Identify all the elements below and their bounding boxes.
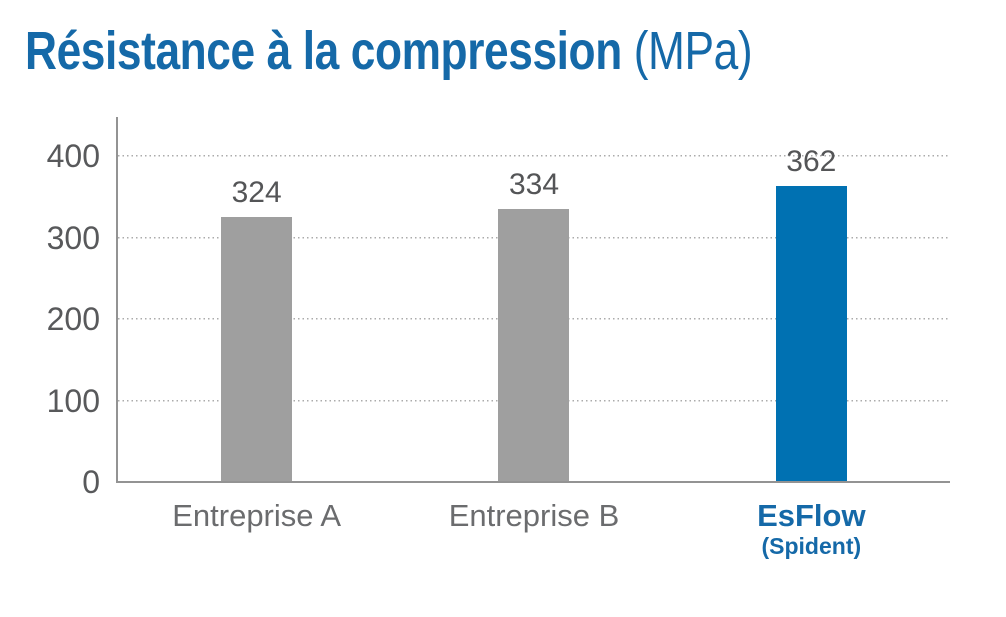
- bar-value-label: 334: [508, 168, 560, 201]
- chart-title: Résistance à la compression (MPa): [25, 21, 753, 81]
- bars-row: 324 334 362: [118, 117, 950, 481]
- bar-group-entreprise-a: 324: [118, 117, 395, 481]
- x-label-entreprise-b: Entreprise B: [448, 498, 620, 533]
- x-label-esflow: EsFlow: [757, 498, 866, 533]
- x-label-entreprise-a: Entreprise A: [172, 498, 342, 533]
- gridline-400: [118, 155, 950, 157]
- bar-group-entreprise-b: 334: [395, 117, 672, 481]
- bar-value-label: 362: [786, 145, 837, 178]
- y-axis-line: [116, 117, 118, 483]
- x-label-group-entreprise-a: Entreprise A: [118, 499, 395, 559]
- bar-entreprise-b: [498, 209, 570, 481]
- bar-value-label: 324: [231, 176, 282, 209]
- bar-group-esflow: 362: [673, 117, 950, 481]
- bar-esflow: [775, 186, 847, 481]
- x-sublabel-spident: (Spident): [761, 533, 862, 559]
- y-tick-0: 0: [82, 464, 100, 500]
- y-tick-200: 200: [46, 301, 100, 337]
- y-tick-400: 400: [46, 138, 100, 174]
- y-tick-300: 300: [46, 220, 100, 256]
- y-tick-100: 100: [46, 383, 100, 419]
- chart-title-unit: (MPa): [621, 21, 753, 81]
- x-label-group-entreprise-b: Entreprise B: [395, 499, 672, 559]
- plot-area: 400 300 200 100 0 324 334 362: [47, 117, 950, 498]
- x-axis-labels: Entreprise A Entreprise B EsFlow (Spiden…: [118, 498, 950, 560]
- chart-title-main: Résistance à la compression: [25, 21, 622, 81]
- x-axis-line: [116, 481, 950, 483]
- x-label-group-esflow: EsFlow (Spident): [673, 498, 950, 560]
- bar-entreprise-a: [221, 217, 293, 481]
